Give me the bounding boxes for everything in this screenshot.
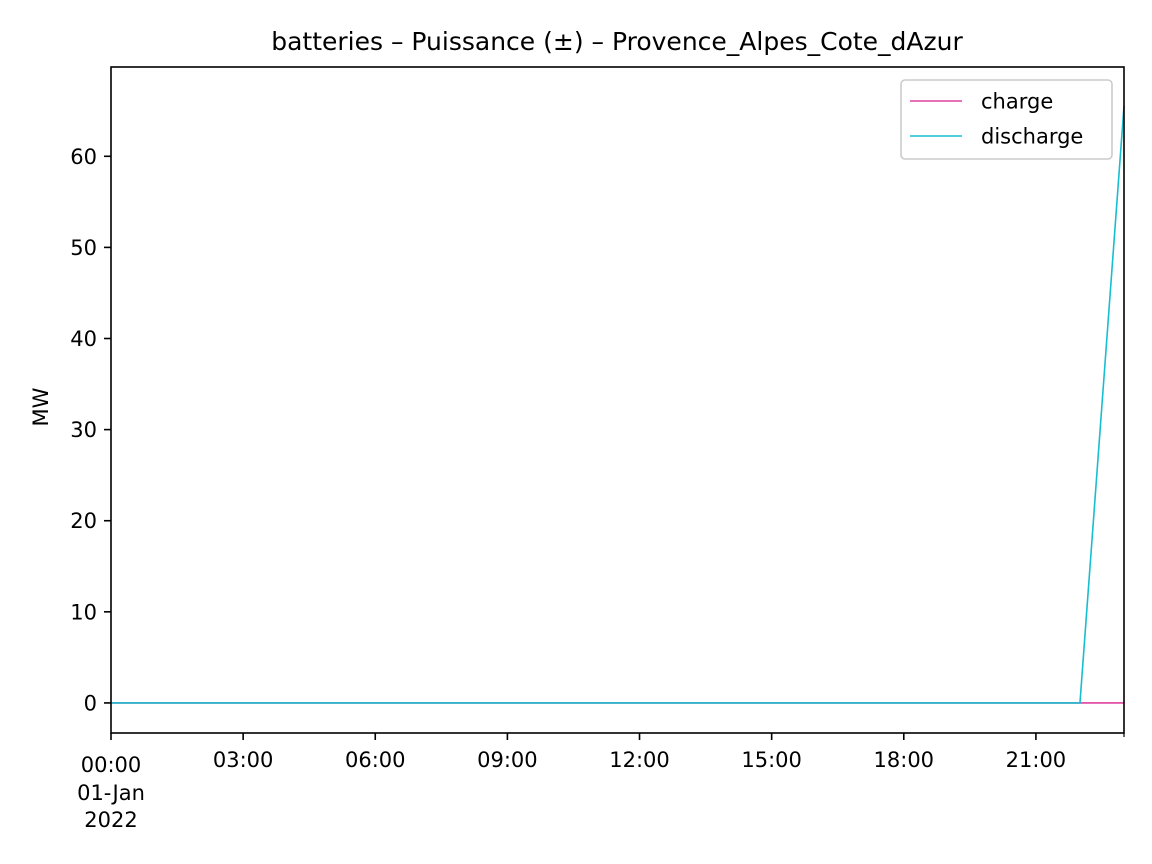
y-tick-label: 10 bbox=[70, 600, 97, 624]
legend-box bbox=[900, 79, 1113, 160]
y-axis-label: MW bbox=[29, 387, 53, 426]
legend-label-charge: charge bbox=[981, 90, 1053, 114]
y-tick-label: 20 bbox=[70, 509, 97, 533]
legend-label-discharge: discharge bbox=[981, 125, 1083, 149]
x-tick-label: 18:00 bbox=[874, 748, 935, 772]
series-layer bbox=[111, 106, 1125, 704]
x-tick-label: 00:00 bbox=[81, 753, 142, 777]
x-tick-label-date: 2022 bbox=[84, 808, 137, 832]
series-line-discharge bbox=[111, 106, 1125, 704]
plot-area-frame bbox=[110, 66, 1125, 734]
y-axis: 0 10 20 30 40 50 60 bbox=[70, 145, 111, 715]
x-tick-label-date: 01-Jan bbox=[77, 781, 145, 805]
y-tick-label: 30 bbox=[70, 418, 97, 442]
x-tick-label: 09:00 bbox=[477, 748, 538, 772]
y-tick-label: 60 bbox=[70, 145, 97, 169]
x-tick-label: 12:00 bbox=[609, 748, 670, 772]
x-tick-label: 03:00 bbox=[213, 748, 274, 772]
x-tick-label: 06:00 bbox=[345, 748, 406, 772]
x-tick-label: 21:00 bbox=[1006, 748, 1067, 772]
legend: charge discharge bbox=[900, 79, 1113, 160]
x-tick-label: 15:00 bbox=[741, 748, 802, 772]
x-axis: 00:00 01-Jan 2022 03:00 06:00 09:00 12:00 15:00… bbox=[77, 733, 1125, 832]
y-tick-label: 40 bbox=[70, 327, 97, 351]
y-tick-label: 50 bbox=[70, 236, 97, 260]
chart-title: batteries – Puissance (±) – Provence_Alp… bbox=[271, 27, 963, 56]
y-tick-label: 0 bbox=[84, 691, 97, 715]
